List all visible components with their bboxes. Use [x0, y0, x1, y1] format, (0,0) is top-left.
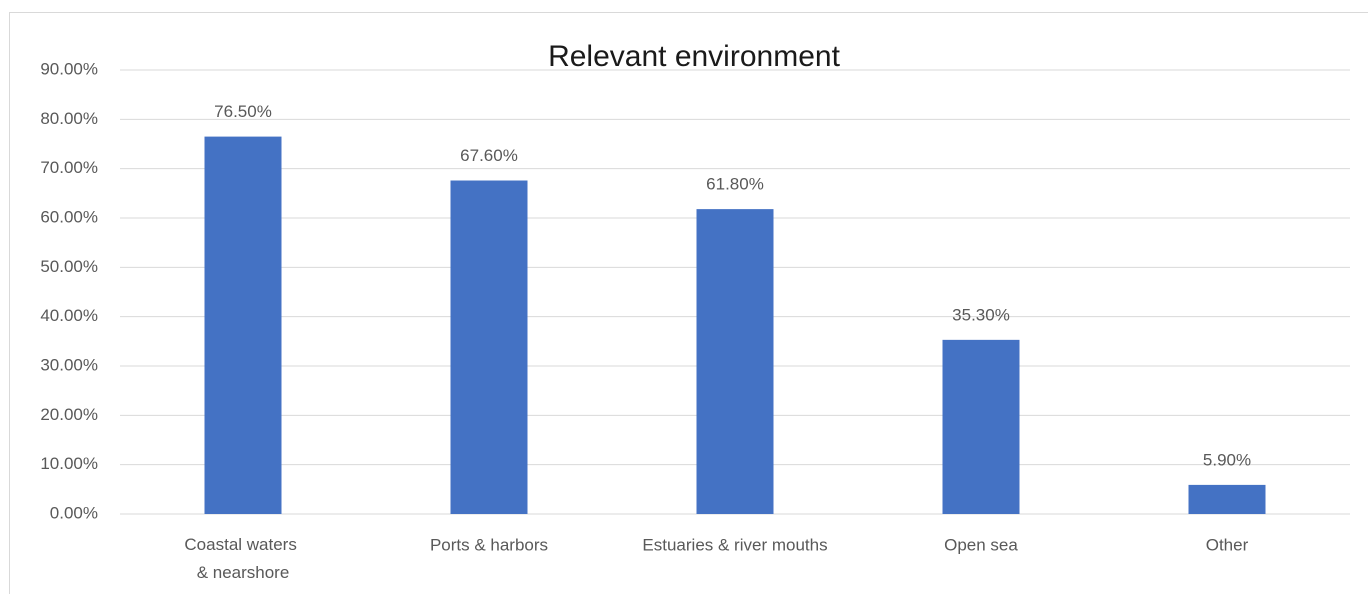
data-label: 67.60%	[460, 146, 518, 165]
bar	[942, 339, 1020, 514]
y-tick-label: 50.00%	[40, 257, 98, 276]
bar	[204, 136, 282, 514]
x-tick-label: Estuaries & river mouths	[642, 535, 827, 554]
y-tick-label: 60.00%	[40, 207, 98, 226]
y-tick-label: 20.00%	[40, 405, 98, 424]
bar	[1188, 484, 1266, 514]
x-tick-label: Ports & harbors	[430, 535, 548, 554]
bar	[450, 180, 528, 515]
data-label: 5.90%	[1203, 450, 1251, 469]
x-tick-label: Open sea	[944, 535, 1018, 554]
y-tick-label: 70.00%	[40, 158, 98, 177]
data-label: 76.50%	[214, 102, 272, 121]
y-tick-label: 30.00%	[40, 355, 98, 374]
data-label: 35.30%	[952, 305, 1010, 324]
y-tick-label: 90.00%	[40, 59, 98, 78]
x-tick-label: Other	[1206, 535, 1249, 554]
bar	[696, 209, 774, 514]
y-tick-label: 40.00%	[40, 306, 98, 325]
data-label: 61.80%	[706, 175, 764, 194]
x-tick-label: Coastal waters & nearshore	[184, 535, 301, 582]
y-tick-label: 10.00%	[40, 454, 98, 473]
y-tick-label: 80.00%	[40, 109, 98, 128]
y-tick-label: 0.00%	[50, 503, 98, 522]
chart-title: Relevant environment	[548, 40, 840, 73]
